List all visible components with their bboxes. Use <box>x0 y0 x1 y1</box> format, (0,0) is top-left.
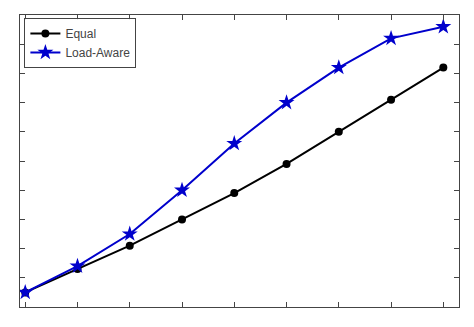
svg-text:Equal: Equal <box>65 27 96 41</box>
svg-text:Load-Aware: Load-Aware <box>65 46 130 60</box>
